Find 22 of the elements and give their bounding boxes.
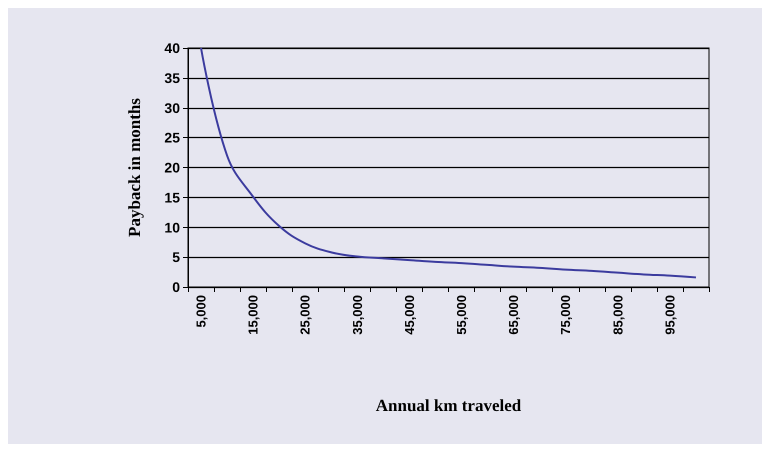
- line-series: [200, 47, 697, 278]
- x-tick-label: 85,000: [610, 295, 626, 335]
- x-tick-label: 65,000: [506, 295, 522, 335]
- x-tick-label: 5,000: [194, 295, 209, 328]
- y-tick-label: 40: [164, 40, 180, 56]
- y-tick-label: 15: [164, 189, 180, 206]
- x-axis-title: Annual km traveled: [376, 396, 522, 415]
- y-tick-label: 5: [172, 249, 180, 266]
- y-tick-label: 35: [164, 70, 180, 86]
- y-tick-label: 20: [164, 160, 180, 176]
- x-tick-label: 45,000: [402, 295, 417, 335]
- y-tick-label: 30: [164, 100, 180, 116]
- x-tick-label: 75,000: [558, 295, 574, 335]
- y-tick-label: 0: [172, 279, 180, 295]
- y-axis-title: Payback in months: [125, 98, 144, 237]
- x-tick-label: 95,000: [662, 295, 678, 335]
- y-tick-label: 25: [164, 130, 180, 146]
- x-tick-label: 25,000: [298, 295, 313, 335]
- x-tick-label: 15,000: [246, 295, 261, 335]
- x-tick-label: 35,000: [350, 295, 365, 335]
- x-tick-label: 55,000: [454, 295, 470, 335]
- y-tick-label: 10: [164, 219, 180, 236]
